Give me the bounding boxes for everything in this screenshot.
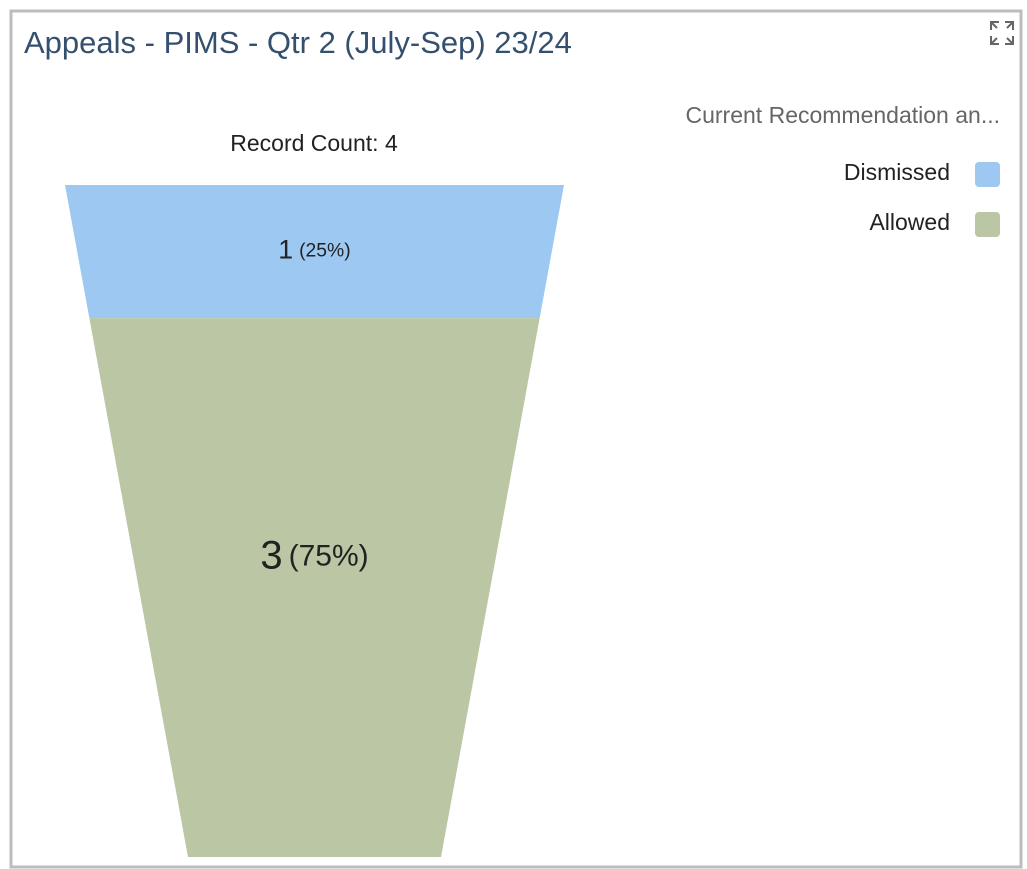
legend-swatch: [975, 162, 1000, 187]
record-count: Record Count: 4: [230, 130, 398, 156]
legend-swatch: [975, 212, 1000, 237]
data-label: 3 (75%): [260, 533, 368, 577]
data-label-value: 1: [278, 235, 293, 265]
fullscreen-icon[interactable]: [990, 21, 1014, 45]
data-label-percent: (25%): [299, 241, 351, 262]
data-label-value: 3: [260, 533, 282, 577]
legend-label: Allowed: [869, 209, 950, 235]
legend-label: Dismissed: [844, 159, 950, 185]
legend-title: Current Recommendation an...: [686, 102, 1001, 128]
chart-title: Appeals - PIMS - Qtr 2 (July-Sep) 23/24: [24, 25, 572, 60]
funnel-segment: [65, 185, 564, 319]
data-label: 1 (25%): [278, 235, 350, 265]
funnel-segment: [89, 318, 540, 857]
data-label-percent: (75%): [289, 539, 369, 572]
